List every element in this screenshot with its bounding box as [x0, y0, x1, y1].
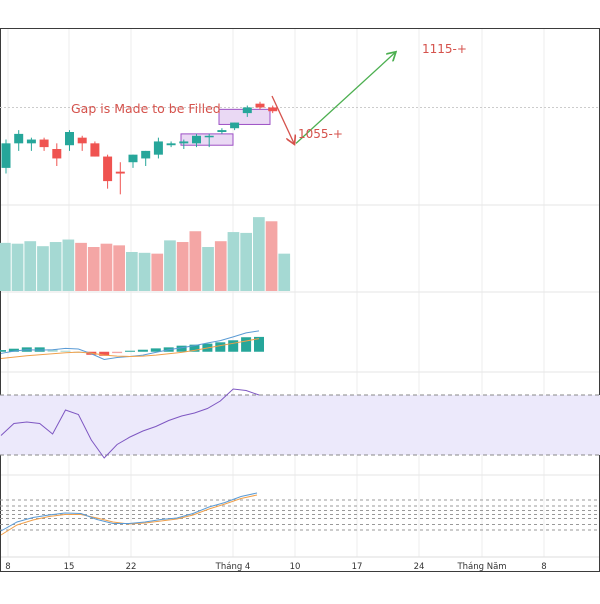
x-tick-label: 10 — [290, 562, 301, 572]
candle-body — [65, 132, 74, 146]
volume-bar — [265, 221, 278, 291]
macd-histogram-bar — [125, 350, 135, 352]
arrow-down — [271, 95, 294, 143]
candle-body — [115, 171, 125, 174]
volume-bar — [214, 241, 227, 291]
candle-body — [268, 107, 278, 112]
candle-body — [39, 139, 49, 148]
arrow-up — [295, 53, 395, 144]
x-tick-label: 8 — [5, 562, 10, 572]
volume-bar — [24, 241, 37, 291]
volume-bar — [100, 243, 113, 291]
candle-body — [255, 103, 265, 108]
volume-bar — [126, 251, 138, 291]
candle-body — [26, 139, 36, 144]
macd-pane[interactable] — [0, 330, 264, 361]
x-tick-label: 24 — [414, 562, 425, 572]
volume-bar — [138, 252, 151, 291]
candle-body — [52, 149, 62, 159]
volume-bar — [37, 246, 49, 291]
volume-bar — [75, 242, 87, 291]
candle-body — [192, 135, 201, 144]
x-axis: 8 15 22 Tháng 4 10 17 24 Tháng Năm 8 — [5, 562, 546, 572]
rsi-pane[interactable] — [0, 388, 600, 459]
macd-histogram-bar — [112, 351, 123, 354]
candle-body — [153, 141, 163, 155]
candle-body — [1, 143, 11, 168]
x-tick-label: 15 — [64, 562, 75, 572]
macd-histogram-bar — [0, 350, 6, 352]
macd-histogram-bar — [241, 337, 252, 352]
macd-histogram-bar — [60, 350, 71, 352]
volume-pane[interactable] — [0, 217, 291, 291]
x-tick-label: Tháng Năm — [456, 562, 506, 572]
x-tick-label: 22 — [126, 562, 137, 572]
macd-histogram-bar — [34, 347, 45, 352]
macd-histogram-bar — [150, 348, 161, 352]
macd-histogram-bar — [189, 344, 200, 352]
candle-body — [166, 143, 176, 146]
macd-histogram-bar — [215, 342, 226, 352]
candle-body — [204, 135, 214, 138]
candle-body — [14, 133, 24, 144]
volume-bar — [151, 253, 164, 291]
macd-histogram-bar — [47, 349, 58, 352]
x-tick-label: 8 — [541, 562, 546, 572]
volume-bar — [189, 231, 202, 291]
macd-histogram-bar — [8, 348, 19, 352]
rsi-line — [0, 388, 260, 459]
candle-body — [230, 122, 240, 129]
stoch-pane[interactable] — [0, 492, 600, 536]
volume-bar — [278, 253, 291, 291]
volume-bar — [227, 232, 240, 291]
macd-histogram-bar — [176, 345, 187, 352]
target-up-label: 1115-+ — [422, 42, 467, 56]
price-pane[interactable] — [0, 53, 600, 195]
volume-bar — [164, 240, 176, 291]
target-down-label: 1055-+ — [298, 127, 343, 141]
volume-bar — [0, 242, 11, 291]
gap-box-lower — [180, 133, 234, 146]
volume-bar — [49, 242, 62, 291]
candle-body — [141, 150, 151, 159]
candle-body — [217, 130, 227, 132]
macd-histogram-bar — [228, 340, 239, 352]
candle-body — [179, 141, 189, 144]
macd-signal-line — [0, 338, 260, 359]
volume-bar — [176, 242, 189, 291]
volume-bar — [87, 247, 100, 291]
candle-body — [242, 107, 252, 114]
rsi-band — [0, 395, 600, 455]
volume-bar — [62, 239, 75, 291]
macd-histogram-bar — [99, 351, 110, 356]
macd-histogram-bar — [254, 336, 264, 352]
candle-body — [77, 137, 87, 144]
gap-annotation-label: Gap is Made to be Filled — [71, 101, 221, 116]
grid — [7, 29, 545, 557]
volume-bar — [240, 232, 252, 291]
candle-body — [103, 156, 113, 182]
stoch-k-line — [0, 492, 258, 532]
volume-bar — [11, 243, 24, 291]
volume-bar — [253, 217, 265, 291]
candle-body — [128, 154, 138, 163]
chart-frame — [0, 28, 600, 572]
volume-bar — [202, 247, 214, 291]
macd-histogram-bar — [137, 349, 148, 352]
x-tick-label: 17 — [352, 562, 363, 572]
volume-bar — [113, 245, 125, 291]
candle-body — [90, 143, 100, 157]
x-tick-label: Tháng 4 — [215, 562, 251, 572]
